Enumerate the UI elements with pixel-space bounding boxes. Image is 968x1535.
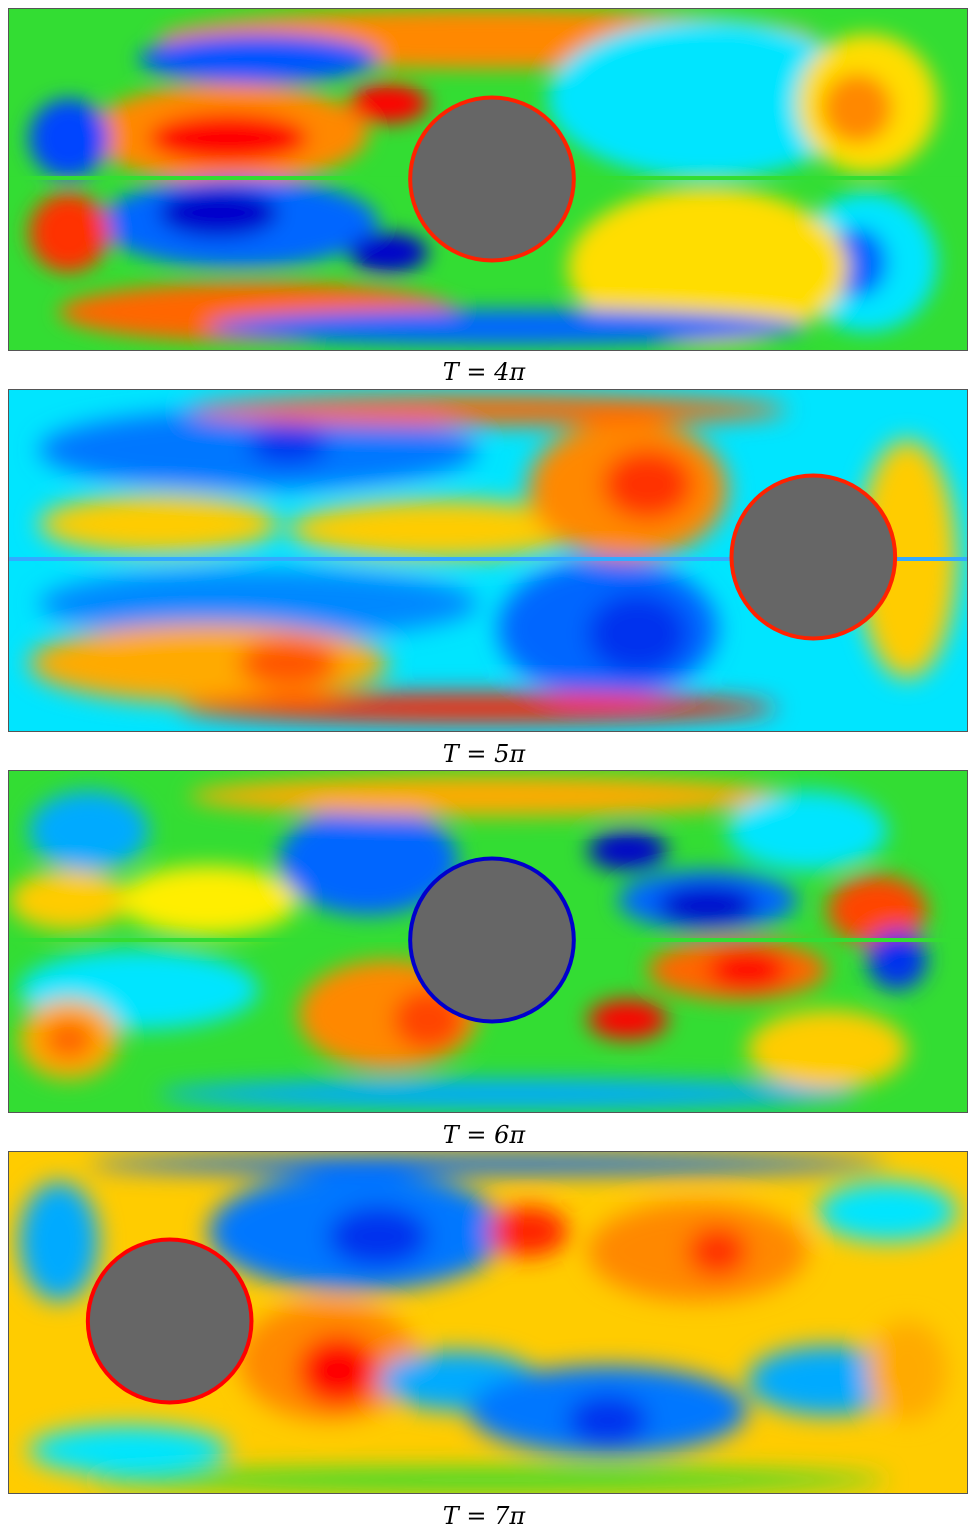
caption-t6: T = 6π [442,1121,526,1149]
vorticity-field-4 [9,1152,967,1493]
vorticity-panel-3 [8,770,968,1113]
cylinder [412,860,572,1020]
caption-t5: T = 5π [442,740,526,768]
cylinder [733,477,894,637]
vorticity-panel-2 [8,389,968,732]
vorticity-field-2 [9,390,967,731]
caption-t4: T = 4π [442,358,526,386]
caption-t7: T = 7π [442,1502,526,1530]
cylinder [89,1241,250,1401]
vorticity-panel-1 [8,8,968,351]
vorticity-field-1 [9,9,967,350]
cylinder [412,99,572,259]
vorticity-field-3 [9,771,967,1112]
vorticity-panel-4 [8,1151,968,1494]
